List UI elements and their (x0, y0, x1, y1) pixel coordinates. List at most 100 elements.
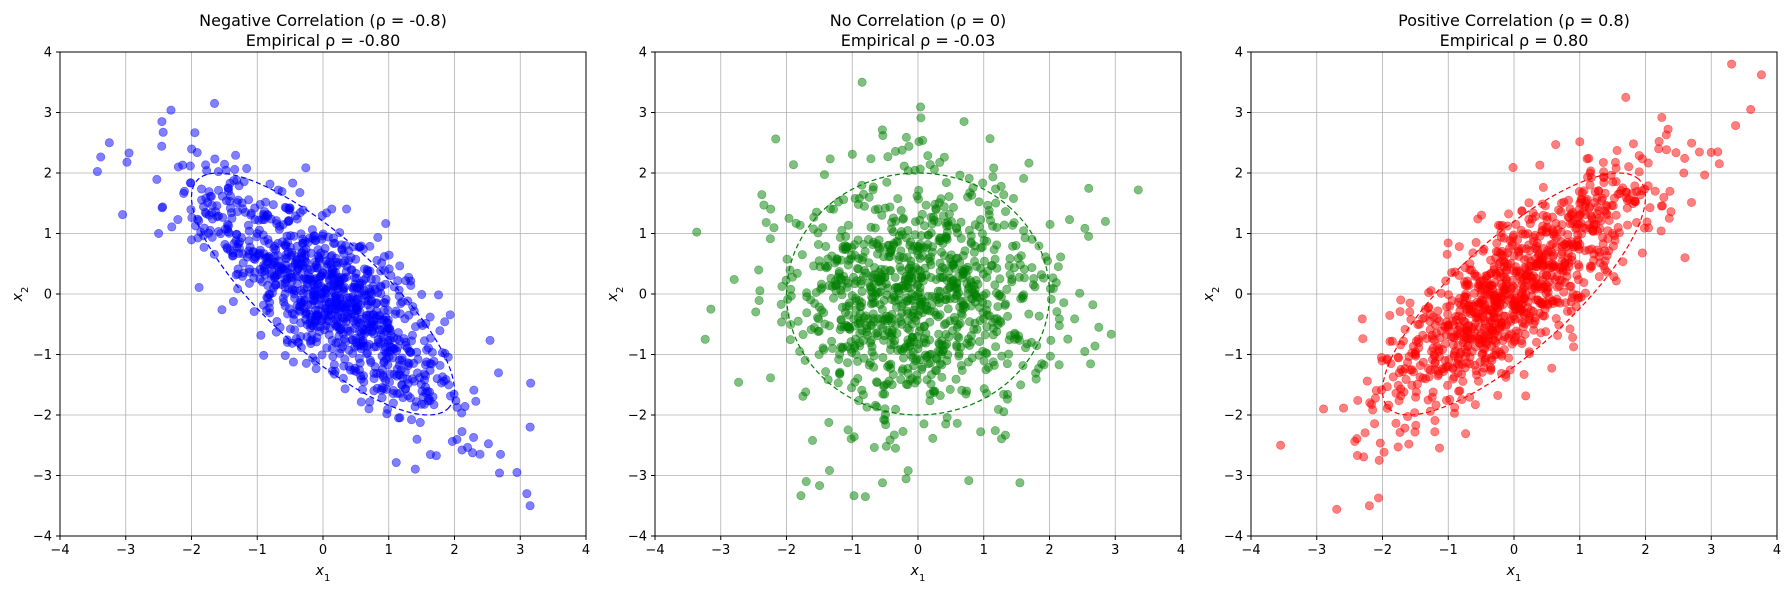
scatter-point (754, 295, 764, 305)
scatter-point (179, 188, 189, 198)
scatter-point (903, 295, 913, 305)
scatter-point (411, 397, 421, 407)
scatter-point (1568, 242, 1578, 252)
scatter-point (884, 240, 894, 250)
scatter-point (819, 345, 829, 355)
scatter-point (340, 384, 350, 394)
scatter-point (955, 170, 965, 180)
scatter-point (1687, 197, 1697, 207)
scatter-point (1515, 296, 1525, 306)
scatter-point (1027, 234, 1037, 244)
scatter-point (525, 501, 535, 511)
scatter-point (933, 217, 943, 227)
scatter-point (259, 350, 269, 360)
scatter-point (937, 360, 947, 370)
scatter-point (379, 384, 389, 394)
scatter-point (780, 310, 790, 320)
scatter-point (956, 342, 966, 352)
scatter-point (395, 261, 405, 271)
scatter-point (1443, 362, 1453, 372)
scatter-points (1276, 59, 1766, 514)
x-ticks: −4 −3 −2 −1 0 1 2 3 4 (50, 536, 590, 558)
scatter-point (1041, 252, 1051, 262)
scatter-point (890, 146, 900, 156)
scatter-point (951, 374, 961, 384)
scatter-point (440, 317, 450, 327)
scatter-point (1598, 157, 1608, 167)
y-tick-label: 1 (1235, 227, 1243, 242)
scatter-point (351, 294, 361, 304)
scatter-point (1511, 326, 1521, 336)
scatter-point (1019, 173, 1029, 183)
scatter-point (280, 301, 290, 311)
scatter-point (1075, 288, 1085, 298)
scatter-points (92, 98, 536, 511)
scatter-point (836, 315, 846, 325)
scatter-point (1045, 351, 1055, 361)
scatter-point (903, 338, 913, 348)
scatter-point (937, 340, 947, 350)
scatter-point (1642, 217, 1652, 227)
scatter-point (1564, 195, 1574, 205)
scatter-point (1548, 299, 1558, 309)
scatter-point (1680, 153, 1690, 163)
scatter-point (1411, 392, 1421, 402)
scatter-point (1435, 443, 1445, 453)
scatter-point (1541, 280, 1551, 290)
scatter-point (1480, 354, 1490, 364)
scatter-point (212, 212, 222, 222)
scatter-point (1002, 284, 1012, 294)
scatter-point (158, 202, 168, 212)
x-tick-label: 1 (385, 543, 393, 558)
scatter-point (910, 378, 920, 388)
scatter-point (978, 178, 988, 188)
scatter-point (832, 279, 842, 289)
scatter-point (157, 117, 167, 127)
scatter-point (1522, 308, 1532, 318)
scatter-point (249, 307, 259, 317)
scatter-point (410, 464, 420, 474)
scatter-point (1461, 289, 1471, 299)
scatter-point (1394, 353, 1404, 363)
scatter-point (1552, 271, 1562, 281)
scatter-point (308, 233, 318, 243)
x-tick-label: −1 (1439, 543, 1458, 558)
scatter-point (692, 227, 702, 237)
scatter-point (761, 217, 771, 227)
scatter-point (1396, 340, 1406, 350)
y-tick-label: −2 (628, 409, 647, 424)
scatter-point (1360, 428, 1370, 438)
scatter-point (1746, 104, 1756, 114)
scatter-point (372, 369, 382, 379)
scatter-point (344, 256, 354, 266)
scatter-point (1611, 276, 1621, 286)
y-tick-label: 3 (44, 106, 52, 121)
scatter-point (250, 267, 260, 277)
scatter-point (893, 237, 903, 247)
scatter-point (376, 282, 386, 292)
scatter-point (314, 253, 324, 263)
scatter-point (1608, 241, 1618, 251)
scatter-point (1463, 279, 1473, 289)
scatter-point (1532, 241, 1542, 251)
scatter-point (1319, 404, 1329, 414)
scatter-point (836, 342, 846, 352)
scatter-point (387, 343, 397, 353)
scatter-point (358, 244, 368, 254)
scatter-point (903, 466, 913, 476)
scatter-point (978, 269, 988, 279)
scatter-point (1513, 235, 1523, 245)
scatter-point (275, 221, 285, 231)
scatter-point (729, 274, 739, 284)
scatter-point (916, 102, 926, 112)
scatter-point (909, 361, 919, 371)
scatter-point (1659, 192, 1669, 202)
scatter-point (1637, 248, 1647, 258)
scatter-point (1375, 438, 1385, 448)
scatter-point (981, 348, 991, 358)
scatter-point (1054, 360, 1064, 370)
scatter-point (1523, 269, 1533, 279)
scatter-point (1053, 262, 1063, 272)
scatter-point (1486, 255, 1496, 265)
scatter-point (395, 388, 405, 398)
